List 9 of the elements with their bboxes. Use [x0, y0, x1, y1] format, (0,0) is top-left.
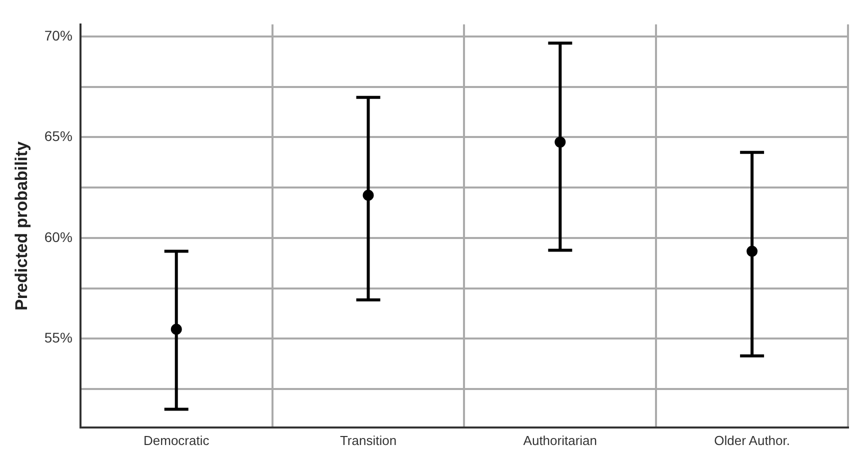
y-tick-label: 55%	[44, 330, 72, 346]
y-tick-label: 65%	[44, 128, 72, 144]
x-tick-label: Transition	[340, 432, 397, 448]
x-tick-label: Democratic	[143, 432, 210, 448]
y-tick-label: 70%	[44, 27, 72, 44]
x-tick-label: Older Author.	[714, 432, 790, 448]
x-tick-label: Authoritarian	[523, 432, 598, 448]
y-tick-label: 60%	[44, 228, 72, 245]
y-axis-title: Predicted probability	[12, 140, 31, 310]
